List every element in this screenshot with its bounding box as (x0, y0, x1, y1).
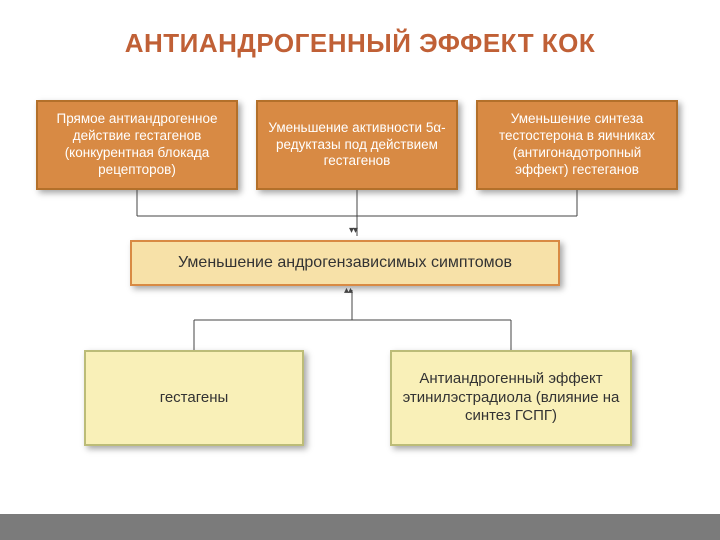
bottom-box-0: гестагены (84, 350, 304, 446)
top-box-0: Прямое антиандрогенное действие гестаген… (36, 100, 238, 190)
top-box-1: Уменьшение активности 5α-редуктазы под д… (256, 100, 458, 190)
footer-bar (0, 514, 720, 540)
arrowhead-up-bottom: ▴▴ (344, 288, 352, 294)
top-box-2: Уменьшение синтеза тестостерона в яичник… (476, 100, 678, 190)
arrowhead-down-top: ▾▾ (349, 228, 357, 234)
bottom-box-1: Антиандрогенный эффект этинилэстрадиола … (390, 350, 632, 446)
mid-box: Уменьшение андрогензависимых симптомов (130, 240, 560, 286)
slide-title: АНТИАНДРОГЕННЫЙ ЭФФЕКТ КОК (0, 28, 720, 59)
